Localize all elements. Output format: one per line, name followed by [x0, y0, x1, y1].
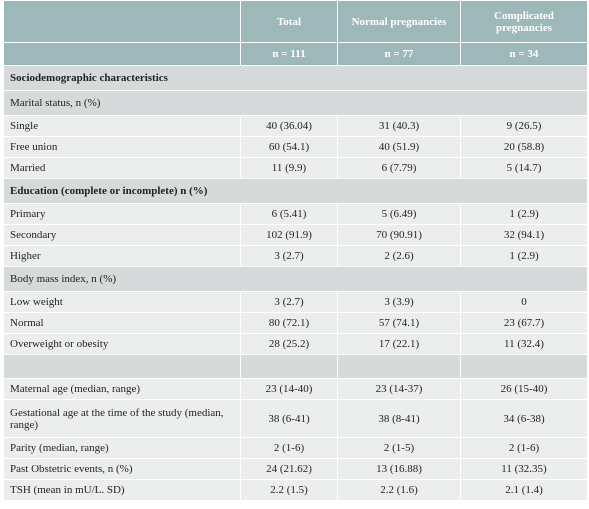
spacer-row — [3, 354, 588, 379]
cell-value: 34 (6-38) — [460, 399, 588, 438]
row-label: Free union — [3, 136, 241, 158]
cell-value: 23 (67.7) — [460, 312, 588, 334]
section-row: Sociodemographic characteristics — [3, 65, 588, 91]
cell-value: 2.1 (1.4) — [460, 479, 588, 501]
section-heading: Marital status, n (%) — [3, 90, 588, 116]
column-count: n = 34 — [460, 42, 588, 66]
cell-value: 6 (7.79) — [337, 157, 461, 179]
section-row: Education (complete or incomplete) n (%) — [3, 178, 588, 204]
row-label: Single — [3, 115, 241, 137]
row-label: Married — [3, 157, 241, 179]
row-label: Parity (median, range) — [3, 437, 241, 459]
column-header: Complicated pregnancies — [460, 0, 588, 43]
data-row: TSH (mean in mU/L. SD) 2.2 (1.5) 2.2 (1.6)… — [3, 479, 588, 501]
cell-value: 40 (36.04) — [240, 115, 338, 137]
data-row: Low weight 3 (2.7) 3 (3.9) 0 — [3, 291, 588, 313]
cell-value: 28 (25.2) — [240, 333, 338, 355]
data-row: Higher 3 (2.7) 2 (2.6) 1 (2.9) — [3, 245, 588, 267]
data-row: Gestational age at the time of the study… — [3, 399, 588, 438]
cell-value: 11 (9.9) — [240, 157, 338, 179]
empty-cell — [3, 354, 241, 379]
cell-value: 80 (72.1) — [240, 312, 338, 334]
cell-value: 2 (1-5) — [337, 437, 461, 459]
empty-cell — [240, 354, 338, 379]
section-heading: Sociodemographic characteristics — [3, 65, 588, 91]
column-header: Total — [240, 0, 338, 43]
cell-value: 102 (91.9) — [240, 224, 338, 246]
cell-value: 1 (2.9) — [460, 245, 588, 267]
cell-value: 20 (58.8) — [460, 136, 588, 158]
cell-value: 38 (6-41) — [240, 399, 338, 438]
row-label: Low weight — [3, 291, 241, 313]
section-heading: Body mass index, n (%) — [3, 266, 588, 292]
cell-value: 3 (3.9) — [337, 291, 461, 313]
row-label: Gestational age at the time of the study… — [3, 399, 241, 438]
row-label: Overweight or obesity — [3, 333, 241, 355]
cell-value: 3 (2.7) — [240, 245, 338, 267]
header-row: Total Normal pregnancies Complicated pre… — [3, 0, 588, 43]
cell-value: 70 (90.91) — [337, 224, 461, 246]
cell-value: 24 (21.62) — [240, 458, 338, 480]
data-row: Single 40 (36.04) 31 (40.3) 9 (26.5) — [3, 115, 588, 137]
column-header: Normal pregnancies — [337, 0, 461, 43]
cell-value: 23 (14-40) — [240, 378, 338, 400]
section-row: Marital status, n (%) — [3, 90, 588, 116]
header-cell — [3, 42, 241, 66]
row-label: Higher — [3, 245, 241, 267]
count-row: n = 111 n = 77 n = 34 — [3, 42, 588, 66]
cell-value: 11 (32.35) — [460, 458, 588, 480]
cell-value: 1 (2.9) — [460, 203, 588, 225]
empty-cell — [460, 354, 588, 379]
data-row: Secondary 102 (91.9) 70 (90.91) 32 (94.1) — [3, 224, 588, 246]
cell-value: 13 (16.88) — [337, 458, 461, 480]
cell-value: 5 (14.7) — [460, 157, 588, 179]
row-label: Secondary — [3, 224, 241, 246]
cell-value: 5 (6.49) — [337, 203, 461, 225]
empty-cell — [337, 354, 461, 379]
cell-value: 11 (32.4) — [460, 333, 588, 355]
cell-value: 23 (14-37) — [337, 378, 461, 400]
data-row: Primary 6 (5.41) 5 (6.49) 1 (2.9) — [3, 203, 588, 225]
row-label: Past Obstetric events, n (%) — [3, 458, 241, 480]
data-row: Parity (median, range) 2 (1-6) 2 (1-5) 2 (1… — [3, 437, 588, 459]
row-label: TSH (mean in mU/L. SD) — [3, 479, 241, 501]
cell-value: 38 (8-41) — [337, 399, 461, 438]
cell-value: 2 (1-6) — [240, 437, 338, 459]
cell-value: 6 (5.41) — [240, 203, 338, 225]
cell-value: 31 (40.3) — [337, 115, 461, 137]
data-row: Normal 80 (72.1) 57 (74.1) 23 (67.7) — [3, 312, 588, 334]
row-label: Normal — [3, 312, 241, 334]
cell-value: 57 (74.1) — [337, 312, 461, 334]
cell-value: 9 (26.5) — [460, 115, 588, 137]
data-row: Past Obstetric events, n (%) 24 (21.62) 13… — [3, 458, 588, 480]
section-heading: Education (complete or incomplete) n (%) — [3, 178, 588, 204]
cell-value: 17 (22.1) — [337, 333, 461, 355]
cell-value: 26 (15-40) — [460, 378, 588, 400]
section-row: Body mass index, n (%) — [3, 266, 588, 292]
cell-value: 0 — [460, 291, 588, 313]
row-label: Primary — [3, 203, 241, 225]
cell-value: 60 (54.1) — [240, 136, 338, 158]
cell-value: 2 (2.6) — [337, 245, 461, 267]
cell-value: 3 (2.7) — [240, 291, 338, 313]
cell-value: 2.2 (1.6) — [337, 479, 461, 501]
data-row: Married 11 (9.9) 6 (7.79) 5 (14.7) — [3, 157, 588, 179]
cell-value: 32 (94.1) — [460, 224, 588, 246]
row-label: Maternal age (median, range) — [3, 378, 241, 400]
column-count: n = 77 — [337, 42, 461, 66]
data-row: Overweight or obesity 28 (25.2) 17 (22.1) 1… — [3, 333, 588, 355]
cell-value: 40 (51.9) — [337, 136, 461, 158]
column-count: n = 111 — [240, 42, 338, 66]
data-row: Free union 60 (54.1) 40 (51.9) 20 (58.8) — [3, 136, 588, 158]
data-row: Maternal age (median, range) 23 (14-40) 23… — [3, 378, 588, 400]
header-cell — [3, 0, 241, 43]
characteristics-table: Total Normal pregnancies Complicated pre… — [3, 0, 588, 501]
cell-value: 2.2 (1.5) — [240, 479, 338, 501]
cell-value: 2 (1-6) — [460, 437, 588, 459]
